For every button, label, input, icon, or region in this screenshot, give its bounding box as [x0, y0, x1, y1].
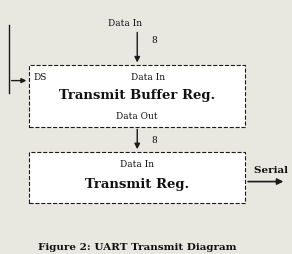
Text: Figure 2: UART Transmit Diagram: Figure 2: UART Transmit Diagram — [38, 243, 237, 251]
Text: Serial Out: Serial Out — [254, 165, 292, 174]
Text: Data In: Data In — [131, 73, 165, 82]
Bar — [29, 152, 245, 203]
Text: DS: DS — [34, 73, 47, 82]
Text: Data Out: Data Out — [117, 112, 158, 120]
Text: Transmit Buffer Reg.: Transmit Buffer Reg. — [59, 89, 215, 102]
Text: 8: 8 — [152, 135, 158, 144]
Text: Data In: Data In — [120, 159, 154, 168]
Text: 8: 8 — [152, 36, 158, 45]
Text: Transmit Reg.: Transmit Reg. — [85, 178, 190, 190]
Bar — [29, 66, 245, 127]
Text: Data In: Data In — [109, 19, 142, 28]
